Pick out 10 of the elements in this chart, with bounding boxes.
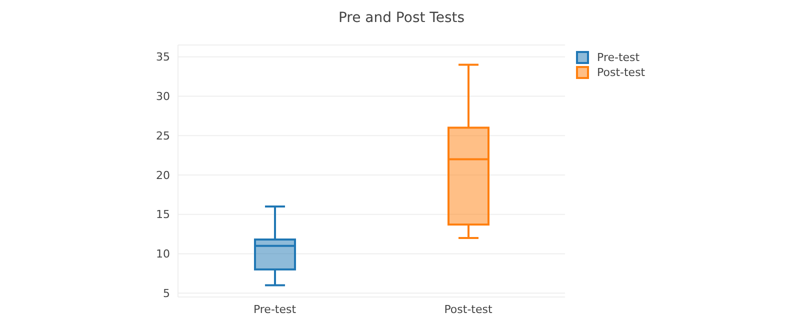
- chart-title: Pre and Post Tests: [337, 10, 466, 26]
- y-tick-label: 30: [156, 90, 170, 104]
- y-tick-label: 35: [156, 50, 170, 64]
- legend-label: Pre-test: [597, 51, 640, 64]
- y-tick-label: 20: [156, 168, 170, 182]
- y-tick-label: 15: [156, 208, 170, 222]
- y-tick-label: 25: [156, 129, 170, 142]
- y-tick-label: 5: [163, 286, 170, 300]
- legend-label: Post-test: [597, 66, 646, 79]
- y-tick-label: 10: [156, 248, 170, 261]
